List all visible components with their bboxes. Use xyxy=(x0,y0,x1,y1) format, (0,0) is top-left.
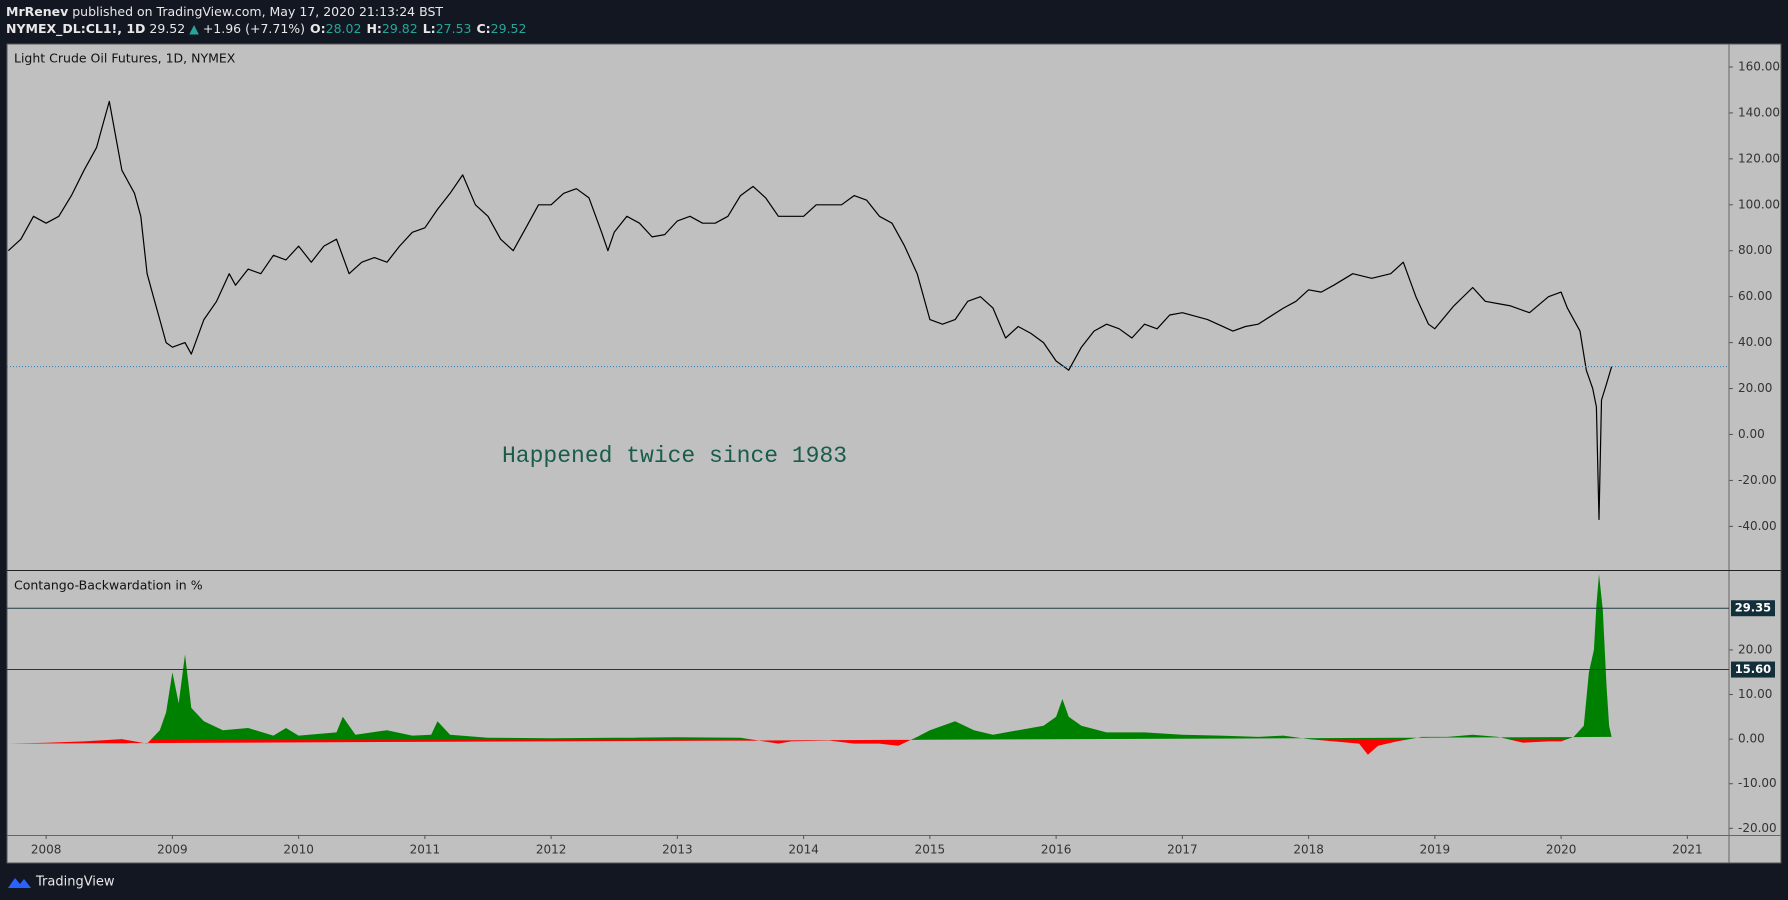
y-tick-label: 120.00 xyxy=(1738,151,1780,165)
y-tick-label: 60.00 xyxy=(1738,289,1772,303)
y-tick-label: 40.00 xyxy=(1738,335,1772,349)
x-tick-label: 2013 xyxy=(662,843,693,857)
pane-title: Light Crude Oil Futures, 1D, NYMEX xyxy=(14,51,236,66)
published: published on TradingView.com, May 17, 20… xyxy=(72,4,444,19)
x-tick-label: 2020 xyxy=(1546,843,1577,857)
y-tick-label: 100.00 xyxy=(1738,197,1780,211)
y-tick-label: -10.00 xyxy=(1738,776,1777,790)
x-tick-label: 2009 xyxy=(157,843,188,857)
publish-line: MrRenev published on TradingView.com, Ma… xyxy=(6,3,526,20)
y-tick-label: 160.00 xyxy=(1738,59,1780,73)
change: +1.96 (+7.71%) xyxy=(202,21,306,36)
x-tick-label: 2018 xyxy=(1293,843,1324,857)
y-tick-label: -20.00 xyxy=(1738,473,1777,487)
last-price: 29.52 xyxy=(149,21,186,36)
ohlc-value: 28.02 xyxy=(325,21,362,36)
y-tick-label: 20.00 xyxy=(1738,642,1772,656)
y-tick-label: 80.00 xyxy=(1738,243,1772,257)
y-tick-label: -40.00 xyxy=(1738,519,1777,533)
y-tick-label: 10.00 xyxy=(1738,687,1772,701)
symbol-line: NYMEX_DL:CL1!, 1D 29.52 ▲ +1.96 (+7.71%)… xyxy=(6,20,526,37)
y-tick-label: 140.00 xyxy=(1738,105,1780,119)
ohlc-value: 29.82 xyxy=(381,21,418,36)
ohlc-key: L: xyxy=(422,21,436,36)
x-tick-label: 2008 xyxy=(31,843,62,857)
ohlc-key: H: xyxy=(366,21,382,36)
x-tick-label: 2014 xyxy=(788,843,819,857)
x-tick-label: 2011 xyxy=(410,843,441,857)
x-tick-label: 2017 xyxy=(1167,843,1198,857)
ohlc-value: 27.53 xyxy=(435,21,472,36)
x-tick-label: 2015 xyxy=(915,843,946,857)
ohlc-key: C: xyxy=(476,21,491,36)
y-tick-label: 0.00 xyxy=(1738,732,1765,746)
author: MrRenev xyxy=(6,4,69,19)
level-label: 15.60 xyxy=(1735,662,1771,676)
level-label: 29.35 xyxy=(1735,601,1771,615)
area xyxy=(8,574,1612,755)
ohlc-value: 29.52 xyxy=(490,21,527,36)
price-line xyxy=(7,100,1613,521)
header: MrRenev published on TradingView.com, Ma… xyxy=(6,3,526,37)
arrow: ▲ xyxy=(189,21,199,36)
annotation: Happened twice since 1983 xyxy=(502,443,847,469)
ohlc-key: O: xyxy=(310,21,326,36)
x-tick-label: 2016 xyxy=(1041,843,1072,857)
y-tick-label: 20.00 xyxy=(1738,381,1772,395)
x-tick-label: 2012 xyxy=(536,843,567,857)
chart-frame xyxy=(6,43,1782,864)
ohlc: O:28.02 H:29.82 L:27.53 C:29.52 xyxy=(305,21,526,36)
level-badge xyxy=(1731,661,1775,678)
y-tick-label: -20.00 xyxy=(1738,821,1777,835)
x-tick-label: 2019 xyxy=(1420,843,1451,857)
symbol: NYMEX_DL:CL1!, 1D xyxy=(6,21,146,36)
x-tick-label: 2010 xyxy=(283,843,314,857)
pane-title: Contango-Backwardation in % xyxy=(14,578,203,593)
footer-brand: TradingView xyxy=(35,875,115,890)
y-tick-label: 0.00 xyxy=(1738,427,1765,441)
x-tick-label: 2021 xyxy=(1672,843,1703,857)
footer-logo xyxy=(8,878,31,888)
level-badge xyxy=(1731,600,1775,617)
